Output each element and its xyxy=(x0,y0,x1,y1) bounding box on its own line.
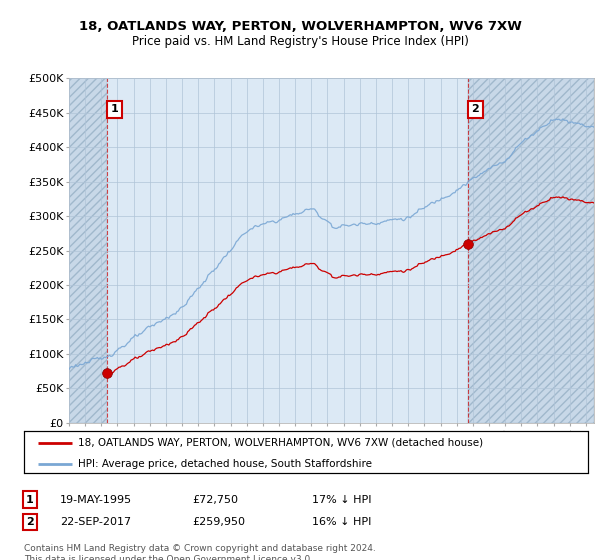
Text: 2: 2 xyxy=(26,517,34,527)
Text: 17% ↓ HPI: 17% ↓ HPI xyxy=(312,494,371,505)
Text: 16% ↓ HPI: 16% ↓ HPI xyxy=(312,517,371,527)
Text: Price paid vs. HM Land Registry's House Price Index (HPI): Price paid vs. HM Land Registry's House … xyxy=(131,35,469,48)
Text: HPI: Average price, detached house, South Staffordshire: HPI: Average price, detached house, Sout… xyxy=(77,459,371,469)
Polygon shape xyxy=(469,78,594,423)
Text: Contains HM Land Registry data © Crown copyright and database right 2024.
This d: Contains HM Land Registry data © Crown c… xyxy=(24,544,376,560)
Polygon shape xyxy=(69,78,107,423)
Text: 2: 2 xyxy=(472,104,479,114)
Text: 18, OATLANDS WAY, PERTON, WOLVERHAMPTON, WV6 7XW: 18, OATLANDS WAY, PERTON, WOLVERHAMPTON,… xyxy=(79,20,521,32)
Text: £259,950: £259,950 xyxy=(192,517,245,527)
Text: 1: 1 xyxy=(110,104,118,114)
Text: £72,750: £72,750 xyxy=(192,494,238,505)
Text: 18, OATLANDS WAY, PERTON, WOLVERHAMPTON, WV6 7XW (detached house): 18, OATLANDS WAY, PERTON, WOLVERHAMPTON,… xyxy=(77,438,483,448)
Text: 22-SEP-2017: 22-SEP-2017 xyxy=(60,517,131,527)
Text: 19-MAY-1995: 19-MAY-1995 xyxy=(60,494,132,505)
Text: 1: 1 xyxy=(26,494,34,505)
